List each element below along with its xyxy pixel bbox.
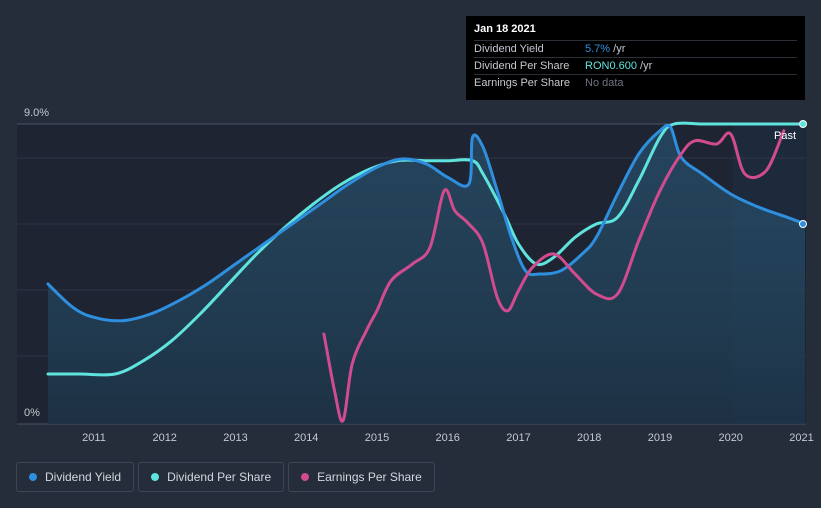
dividend-yield-endpoint bbox=[799, 220, 807, 228]
tooltip-value: No data bbox=[585, 77, 624, 89]
y-tick-top: 9.0% bbox=[24, 107, 49, 119]
tooltip-label: Dividend Per Share bbox=[474, 60, 570, 72]
y-tick-bottom: 0% bbox=[24, 407, 40, 419]
x-tick-label: 2013 bbox=[223, 432, 247, 444]
tooltip-date: Jan 18 2021 bbox=[474, 23, 536, 35]
x-tick-label: 2012 bbox=[152, 432, 176, 444]
dividend-per-share-endpoint bbox=[799, 120, 807, 128]
tooltip-value: RON0.600 /yr bbox=[585, 60, 653, 72]
legend-label: Dividend Per Share bbox=[167, 470, 272, 484]
x-tick-label: 2018 bbox=[577, 432, 601, 444]
legend-dot-icon bbox=[151, 473, 160, 481]
x-tick-label: 2011 bbox=[82, 432, 106, 444]
x-tick-label: 2020 bbox=[718, 432, 742, 444]
x-tick-label: 2019 bbox=[648, 432, 672, 444]
legend-label: Dividend Yield bbox=[45, 470, 122, 484]
legend-dot-icon bbox=[29, 473, 37, 481]
legend-earnings-per-share[interactable]: Earnings Per Share bbox=[288, 462, 435, 492]
tooltip-value: 5.7% /yr bbox=[585, 43, 626, 55]
x-tick-label: 2015 bbox=[365, 432, 389, 444]
x-tick-label: 2016 bbox=[435, 432, 459, 444]
tooltip-row-dividend-per-share: Dividend Per Share RON0.600 /yr bbox=[474, 57, 797, 74]
tooltip: Jan 18 2021 Dividend Yield 5.7% /yr Divi… bbox=[466, 16, 805, 100]
past-label: Past bbox=[774, 130, 797, 142]
x-tick-label: 2014 bbox=[294, 432, 318, 444]
legend: Dividend Yield Dividend Per Share Earnin… bbox=[16, 462, 435, 492]
tooltip-row-dividend-yield: Dividend Yield 5.7% /yr bbox=[474, 40, 797, 57]
legend-dividend-per-share[interactable]: Dividend Per Share bbox=[138, 462, 285, 492]
legend-dot-icon bbox=[301, 473, 310, 481]
legend-label: Earnings Per Share bbox=[317, 470, 422, 484]
earnings-per-share-line bbox=[322, 129, 786, 423]
legend-dividend-yield[interactable]: Dividend Yield bbox=[16, 462, 135, 492]
dividend-yield-line bbox=[46, 123, 807, 323]
tooltip-row-earnings-per-share: Earnings Per Share No data bbox=[474, 74, 797, 91]
tooltip-label: Dividend Yield bbox=[474, 43, 544, 55]
tooltip-label: Earnings Per Share bbox=[474, 77, 570, 89]
x-tick-label: 2017 bbox=[506, 432, 530, 444]
x-tick-label: 2021 bbox=[789, 432, 813, 444]
